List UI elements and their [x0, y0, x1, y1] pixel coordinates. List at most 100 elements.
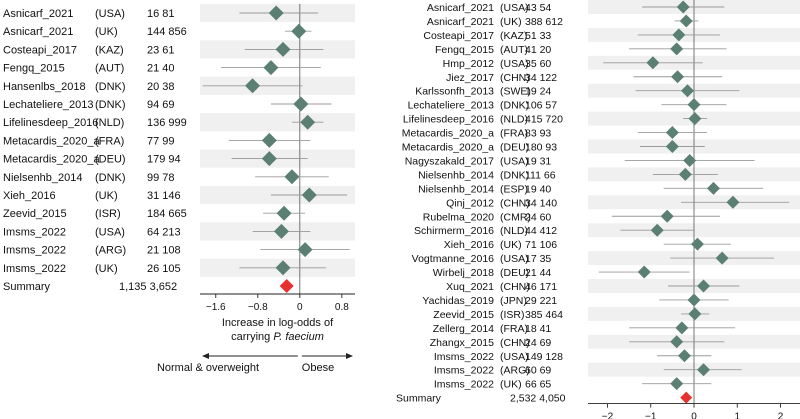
- study-label: Imsms_2022: [3, 263, 66, 275]
- country-label: (UK): [95, 263, 118, 275]
- sample-counts: 34 122: [525, 72, 557, 84]
- study-label: Karlssonfh_2013: [415, 86, 494, 98]
- study-label: Costeapi_2017: [3, 44, 77, 56]
- x-axis-title-line2: carrying P. faecium: [231, 331, 324, 343]
- study-label: Nielsenhb_2014: [418, 183, 494, 195]
- x-axis-title-species: P. faecium: [273, 331, 324, 343]
- country-label: (USA): [95, 8, 125, 20]
- study-label: Metacardis_2020_a: [3, 154, 101, 166]
- study-label: Xieh_2016: [444, 239, 494, 251]
- sample-counts: 385 464: [525, 309, 563, 321]
- x-tick-label: 0.8: [335, 302, 349, 313]
- country-label: (UK): [95, 26, 118, 38]
- study-label: Xuq_2021: [446, 281, 494, 293]
- direction-label-left: Normal & overweight: [157, 362, 259, 374]
- study-label: Imsms_2022: [3, 245, 66, 257]
- x-tick-label: −1.6: [206, 302, 226, 313]
- estimate-diamond: [665, 140, 679, 153]
- estimate-diamond: [688, 307, 702, 321]
- sample-counts: 16 81: [147, 8, 175, 20]
- study-label: Metacardis_2020_a: [3, 135, 101, 147]
- estimate-diamond: [676, 0, 690, 14]
- study-label: Imsms_2022: [3, 226, 66, 238]
- study-label: Qinj_2012: [446, 197, 494, 209]
- estimate-diamond: [284, 169, 300, 185]
- estimate-diamond: [677, 349, 691, 363]
- country-label: (ARG): [95, 245, 126, 257]
- estimate-diamond: [671, 70, 685, 84]
- summary-diamond: [680, 391, 693, 404]
- study-label: Fengq_2015: [435, 44, 494, 56]
- country-label: (ISR): [95, 208, 121, 220]
- sample-counts: 60 69: [525, 365, 551, 377]
- estimate-diamond: [670, 42, 684, 56]
- sample-counts: 184 665: [147, 208, 187, 220]
- sample-counts: 51 33: [525, 30, 551, 42]
- country-label: (AUT): [95, 63, 124, 75]
- study-label: Nielsenhb_2014: [3, 172, 83, 184]
- country-label: (FRA): [500, 323, 528, 335]
- estimate-diamond: [687, 293, 701, 307]
- estimate-diamond: [268, 5, 284, 21]
- estimate-diamond: [683, 153, 697, 167]
- country-label: (CHN): [500, 197, 530, 209]
- study-label: Lifelinesdeep_2016: [3, 117, 98, 129]
- estimate-diamond: [263, 60, 279, 76]
- summary-label: Summary: [3, 281, 51, 293]
- study-label: Wirbelj_2018: [433, 267, 494, 279]
- sample-counts: 23 61: [147, 44, 175, 56]
- sample-counts: 144 856: [147, 26, 187, 38]
- study-label: Hansenlbs_2018: [3, 81, 86, 93]
- sample-counts: 29 221: [525, 295, 557, 307]
- study-label: Xieh_2016: [3, 190, 56, 202]
- study-label: Costeapi_2017: [423, 30, 494, 42]
- country-label: (DNK): [500, 169, 529, 181]
- estimate-diamond: [715, 251, 729, 265]
- estimate-diamond: [672, 28, 686, 42]
- x-axis-title-line1: Increase in log-odds of: [222, 317, 334, 329]
- sample-counts: 64 213: [147, 226, 181, 238]
- sample-counts: 43 54: [525, 2, 551, 14]
- estimate-diamond: [275, 41, 291, 57]
- row-band: [200, 113, 355, 132]
- x-tick-label: 0: [297, 302, 303, 313]
- estimate-diamond: [261, 132, 277, 148]
- x-tick-label: −0.8: [248, 302, 268, 313]
- estimate-diamond: [637, 265, 651, 279]
- study-label: Zeevid_2015: [3, 208, 67, 220]
- study-label: Lechateliere_2013: [3, 99, 94, 111]
- estimate-diamond: [297, 242, 313, 258]
- sample-counts: 41 20: [525, 44, 551, 56]
- sample-counts: 77 99: [147, 135, 175, 147]
- country-label: (USA): [500, 2, 529, 14]
- sample-counts: 149 128: [525, 351, 563, 363]
- x-tick-label: −2: [602, 412, 614, 419]
- country-label: (DEU): [500, 267, 529, 279]
- sample-counts: 19 31: [525, 155, 551, 167]
- sample-counts: 111 66: [525, 169, 556, 181]
- country-label: (UK): [500, 239, 522, 251]
- study-label: Metacardis_2020_a: [402, 142, 494, 154]
- sample-counts: 180 93: [525, 142, 557, 154]
- summary-label: Summary: [396, 393, 442, 405]
- estimate-diamond: [697, 279, 711, 293]
- x-tick-label: 2: [778, 412, 784, 419]
- study-label: Zellerg_2014: [433, 323, 494, 335]
- country-label: (UK): [95, 190, 118, 202]
- study-label: Fengq_2015: [3, 63, 65, 75]
- summary-counts: 2,532 4,050: [510, 393, 566, 405]
- study-label: Imsms_2022: [434, 365, 494, 377]
- study-label: Zhangx_2015: [430, 337, 494, 349]
- sample-counts: 18 41: [525, 323, 551, 335]
- left-arrow-icon: [202, 353, 209, 359]
- country-label: (CHN): [500, 337, 530, 349]
- estimate-diamond: [293, 96, 309, 112]
- sample-counts: 66 65: [525, 379, 551, 391]
- estimate-diamond: [675, 321, 689, 335]
- estimate-diamond: [300, 114, 316, 130]
- estimate-diamond: [301, 187, 317, 203]
- estimate-diamond: [706, 181, 720, 195]
- country-label: (USA): [95, 226, 125, 238]
- estimate-diamond: [678, 167, 692, 181]
- sample-counts: 136 999: [147, 117, 187, 129]
